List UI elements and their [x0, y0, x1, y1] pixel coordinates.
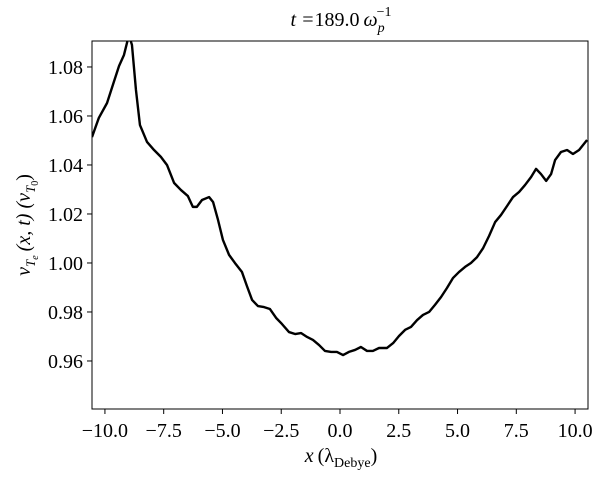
ylabel-part: )	[13, 174, 35, 181]
x-tick-label: 5.0	[445, 420, 470, 442]
y-tick-label: 1.00	[48, 253, 83, 275]
ylabel-part: e	[30, 255, 41, 260]
x-tick-label: 0.0	[328, 420, 353, 442]
x-tick-label: −2.5	[263, 420, 299, 442]
ylabel-part: T	[23, 259, 38, 267]
title-part: p	[377, 21, 385, 36]
y-tick-label: 1.06	[48, 106, 83, 128]
data-line	[92, 41, 588, 357]
x-tick-label: 2.5	[386, 420, 411, 442]
xlabel-part: )	[371, 445, 378, 467]
y-axis-label: vTe(x, t) (vT0)	[13, 174, 41, 276]
x-tick-label: −10.0	[82, 420, 128, 442]
plot-frame	[91, 40, 589, 410]
y-tick-label: 1.04	[48, 155, 83, 177]
x-axis-label: x (λDebye)	[304, 445, 377, 471]
ylabel-part: v	[13, 267, 35, 276]
x-tick-label: 7.5	[504, 420, 529, 442]
title-part: t =	[290, 9, 314, 31]
y-tick-label: 0.96	[48, 351, 83, 373]
x-tick-label: 10.0	[558, 420, 593, 442]
title-part: ω	[364, 9, 378, 31]
ylabel-part: 0	[30, 181, 41, 186]
ylabel-part: T	[23, 185, 38, 193]
ylabel-part: (x, t) (v	[13, 193, 35, 251]
y-tick-label: 1.08	[48, 57, 83, 79]
y-tick-label: 0.98	[48, 302, 83, 324]
x-tick-label: −5.0	[204, 420, 240, 442]
y-tick-label: 1.02	[48, 204, 83, 226]
title-part: −1	[377, 5, 392, 20]
xlabel-part: x	[304, 445, 314, 467]
x-tick-label: −7.5	[146, 420, 182, 442]
xlabel-part: Debye	[334, 456, 371, 471]
title-part: 189.0	[315, 9, 360, 31]
chart-title: t =189.0 ωp−1	[290, 5, 391, 36]
xlabel-part: (λ	[318, 445, 335, 467]
